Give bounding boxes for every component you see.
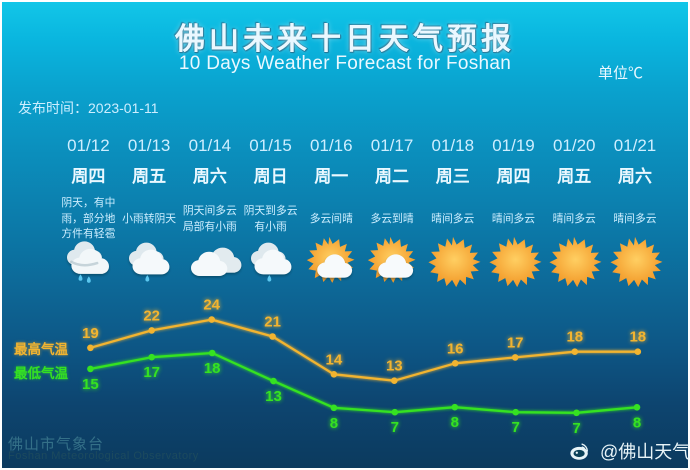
svg-text:16: 16 [447,340,464,357]
svg-text:18: 18 [204,360,221,377]
svg-text:13: 13 [265,388,282,405]
svg-text:7: 7 [572,420,580,437]
svg-text:13: 13 [386,358,403,375]
svg-text:7: 7 [512,419,520,436]
svg-text:7: 7 [391,419,399,436]
svg-text:18: 18 [629,329,646,346]
svg-text:15: 15 [82,376,99,393]
svg-text:17: 17 [143,364,160,381]
svg-text:17: 17 [507,334,524,351]
svg-text:8: 8 [451,414,459,431]
svg-text:24: 24 [203,297,220,314]
svg-text:19: 19 [82,325,99,342]
svg-text:14: 14 [326,351,343,368]
svg-text:18: 18 [566,329,583,346]
svg-text:22: 22 [143,307,160,324]
svg-text:21: 21 [264,314,281,331]
svg-text:8: 8 [330,415,338,432]
svg-text:8: 8 [633,414,641,431]
